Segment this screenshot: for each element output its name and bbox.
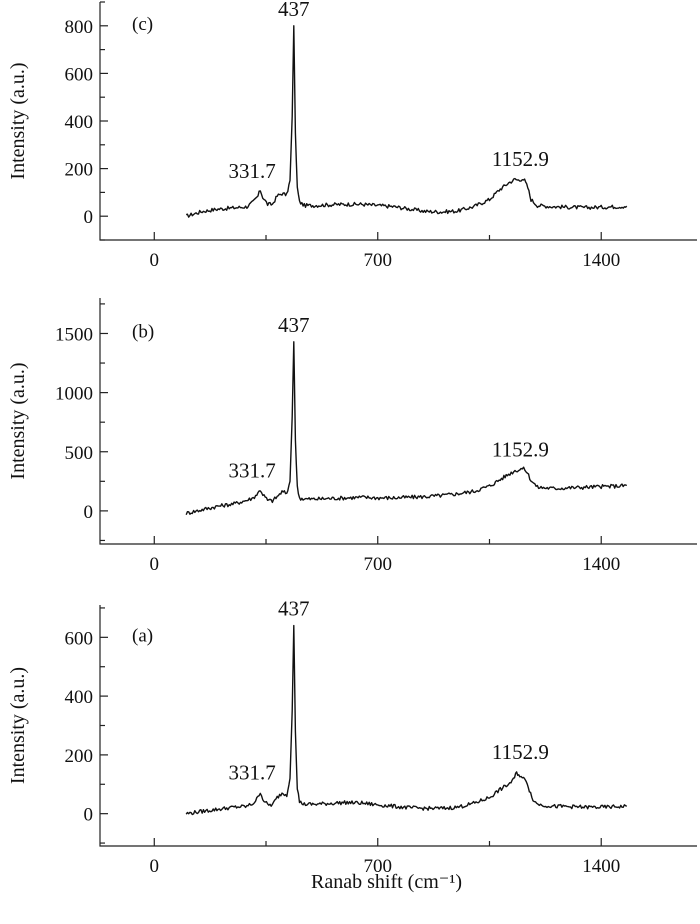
- panel-c-peak-label: 437: [278, 0, 310, 21]
- panel-a-x-axis-title: Ranab shift (cm⁻¹): [311, 871, 462, 893]
- panel-a-y-tick-label: 400: [65, 687, 94, 708]
- panel-b-y-tick-label: 500: [65, 443, 94, 464]
- panel-c-y-tick-label: 600: [65, 64, 94, 85]
- panel-b-y-axis-title: Intensity (a.u.): [7, 362, 29, 479]
- panel-c-spectrum-line: [185, 25, 628, 218]
- panel-c-x-tick-label: 1400: [582, 250, 620, 271]
- panel-b-peak-label: 437: [278, 313, 310, 337]
- panel-a-axes: [99, 605, 697, 847]
- panel-b-spectrum-line: [185, 341, 628, 515]
- panel-c-y-axis-title: Intensity (a.u.): [7, 62, 29, 179]
- panel-b-x-tick-label: 1400: [582, 554, 620, 575]
- panel-c-y-tick-label: 0: [84, 207, 94, 228]
- panel-a-peak-label: 437: [278, 597, 310, 621]
- panel-c-y-tick-label: 200: [65, 160, 94, 181]
- panel-a-x-tick-label: 1400: [582, 856, 620, 877]
- panel-a-label: (a): [132, 625, 153, 646]
- panel-c-x-tick-label: 0: [150, 250, 160, 271]
- panel-c-peak-label: 1152.9: [492, 147, 549, 171]
- panel-b-y-tick-label: 0: [84, 502, 94, 523]
- panel-b-x-tick-label: 700: [363, 554, 392, 575]
- panel-a-y-tick-label: 200: [65, 746, 94, 767]
- panel-c-y-tick-label: 400: [65, 112, 94, 133]
- panel-a-peak-label: 1152.9: [492, 740, 549, 764]
- panel-b-y-tick-label: 1500: [55, 324, 93, 345]
- panel-b-x-tick-label: 0: [150, 554, 160, 575]
- panel-c-y-tick-label: 800: [65, 17, 94, 38]
- panel-a-y-axis-title: Intensity (a.u.): [7, 667, 29, 784]
- panel-a-peak-label: 331.7: [229, 761, 276, 785]
- panel-b-peak-label: 331.7: [229, 459, 276, 483]
- panel-c-axes: [99, 2, 697, 241]
- panel-c-label: (c): [132, 14, 153, 35]
- panel-c-peak-label: 331.7: [229, 159, 276, 183]
- panel-a-x-tick-label: 700: [363, 856, 392, 877]
- panel-a-spectrum-line: [185, 624, 628, 816]
- panel-b-axes: [99, 298, 697, 545]
- panel-b-y-tick-label: 1000: [55, 384, 93, 405]
- panel-a-y-tick-label: 600: [65, 628, 94, 649]
- panel-b-peak-label: 1152.9: [492, 437, 549, 461]
- panel-b-label: (b): [132, 321, 154, 342]
- panel-a-y-tick-label: 0: [84, 805, 94, 826]
- panel-c-x-tick-label: 700: [363, 250, 392, 271]
- panel-a-x-tick-label: 0: [150, 856, 160, 877]
